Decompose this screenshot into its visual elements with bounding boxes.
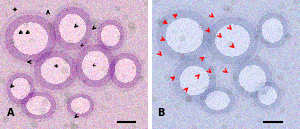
Text: *: * <box>54 63 58 72</box>
Text: A: A <box>7 108 14 118</box>
Text: B: B <box>157 108 164 118</box>
Text: ✦: ✦ <box>12 7 18 13</box>
